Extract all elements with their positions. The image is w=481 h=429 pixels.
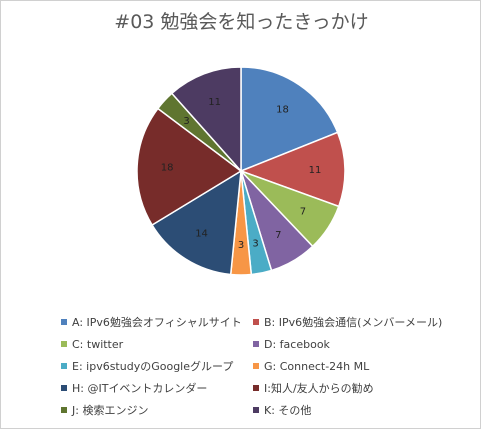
legend-label: I:知人/友人からの勧め	[264, 382, 374, 395]
legend-item: H: @ITイベントカレンダー	[61, 380, 253, 396]
legend-label: G: Connect-24h ML	[264, 359, 370, 373]
legend-swatch	[61, 407, 67, 413]
legend-label: J: 検索エンジン	[72, 404, 149, 417]
legend-label: E: ipv6studyのGoogleグループ	[72, 360, 234, 373]
legend-item: G: Connect-24h ML	[253, 358, 463, 374]
legend-label: H: @ITイベントカレンダー	[72, 382, 208, 395]
legend-label: B: IPv6勉強会通信(メンバーメール)	[264, 316, 443, 329]
legend-swatch	[253, 407, 259, 413]
legend-swatch	[253, 363, 259, 369]
legend-item: D: facebook	[253, 336, 463, 352]
legend-item: E: ipv6studyのGoogleグループ	[61, 358, 253, 374]
legend-swatch	[253, 385, 259, 391]
slice-value-label: 7	[275, 230, 281, 241]
slice-value-label: 7	[300, 206, 306, 217]
pie-slice-6	[151, 169, 242, 276]
pie-slice-0	[240, 66, 339, 173]
slice-value-label: 3	[183, 116, 189, 127]
legend-item: B: IPv6勉強会通信(メンバーメール)	[253, 314, 463, 330]
slice-value-label: 14	[195, 229, 208, 240]
legend-swatch	[61, 341, 67, 347]
legend-swatch	[61, 319, 67, 325]
legend-item: C: twitter	[61, 336, 253, 352]
legend-label: A: IPv6勉強会オフィシャルサイト	[72, 316, 242, 329]
slice-value-label: 3	[252, 239, 258, 250]
chart-title: #03 勉強会を知ったきっかけ	[114, 11, 369, 33]
legend-item: I:知人/友人からの勧め	[253, 380, 463, 396]
legend-swatch	[61, 363, 67, 369]
slice-value-label: 11	[208, 97, 221, 108]
legend-item: A: IPv6勉強会オフィシャルサイト	[61, 314, 253, 330]
legend-swatch	[61, 385, 67, 391]
legend-swatch	[253, 341, 259, 347]
pie-slice-7	[136, 107, 243, 227]
legend-label: D: facebook	[264, 337, 330, 351]
slice-value-label: 3	[238, 240, 244, 251]
legend-item: J: 検索エンジン	[61, 402, 253, 418]
slice-value-label: 18	[161, 162, 174, 173]
legend-item: K: その他	[253, 402, 463, 418]
pie-slice-1	[238, 131, 346, 208]
legend-label: K: その他	[264, 404, 312, 417]
legend: A: IPv6勉強会オフィシャルサイト B: IPv6勉強会通信(メンバーメール)…	[61, 314, 471, 418]
slice-value-label: 18	[276, 105, 289, 116]
slice-value-label: 11	[309, 165, 322, 176]
legend-swatch	[253, 319, 259, 325]
legend-label: C: twitter	[72, 337, 124, 351]
pie-slice-9	[170, 66, 242, 173]
